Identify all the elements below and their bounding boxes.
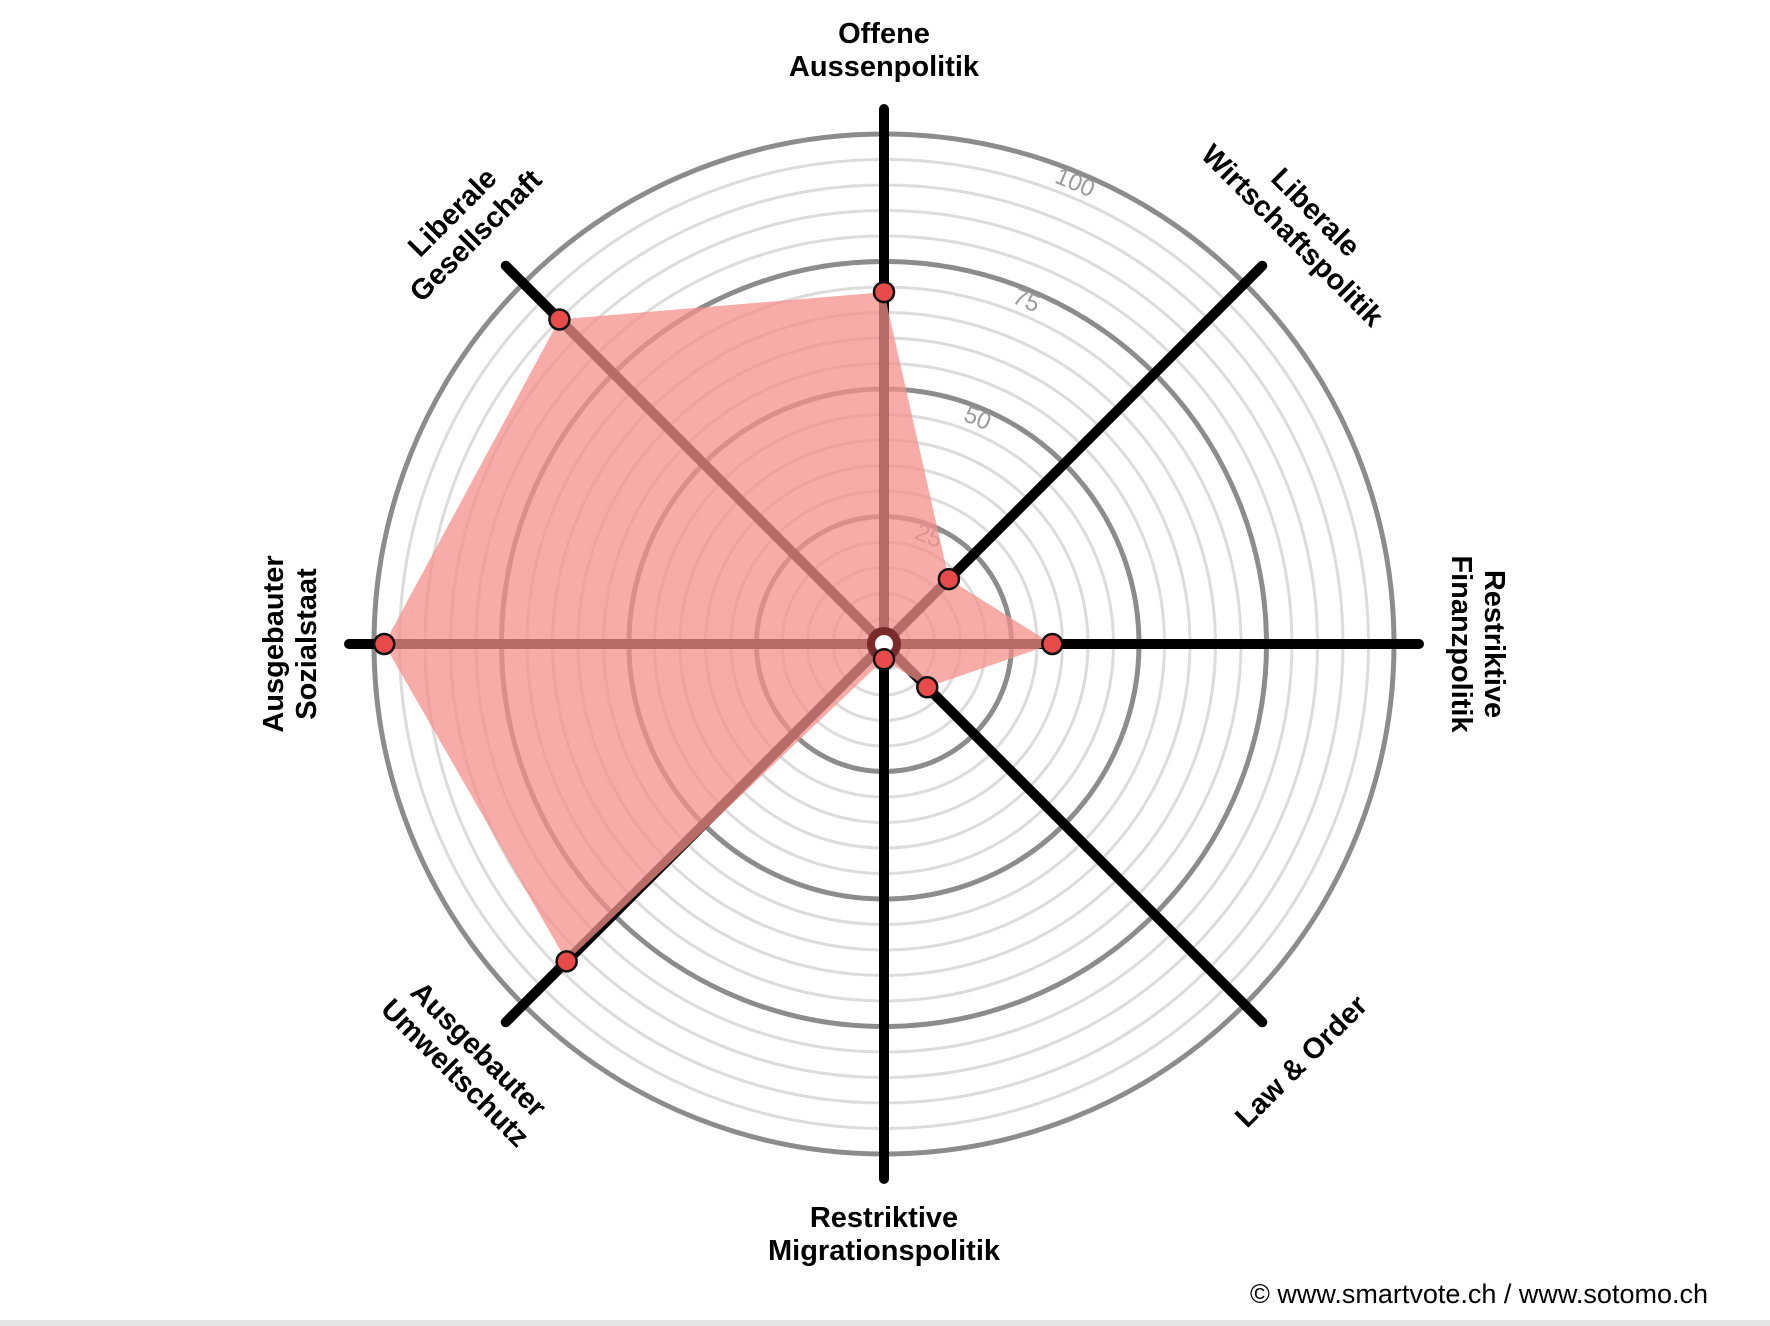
axis-label-line: Offene (838, 18, 930, 50)
data-point-4 (872, 648, 896, 671)
axis-label-line: Sozialstaat (291, 568, 323, 720)
bottom-bar (0, 1320, 1770, 1326)
axis-label-line: Ausgebauter (258, 555, 290, 732)
data-point-2 (1041, 632, 1064, 656)
axis-label-line: Migrationspolitik (768, 1235, 1001, 1267)
axis-label-6: Ausgebauter Sozialstaat (258, 555, 323, 732)
data-area (384, 292, 1053, 962)
data-point-1 (937, 567, 961, 591)
axis-label-line: Finanzpolitik (1445, 555, 1477, 733)
data-point-6 (372, 632, 396, 656)
data-point-0 (872, 280, 896, 304)
copyright-text: © www.smartvote.ch / www.sotomo.ch (1249, 1279, 1708, 1309)
data-point-5 (555, 950, 578, 973)
axis-label-line: Aussenpolitik (789, 51, 980, 83)
axis-line-3 (879, 639, 1268, 1028)
axis-label-line: Restriktive (810, 1202, 958, 1234)
data-point-7 (548, 308, 571, 331)
ring-label-100: 100 (1051, 163, 1098, 203)
axis-label-line: Restriktive (1478, 570, 1510, 718)
data-point-3 (916, 676, 939, 699)
